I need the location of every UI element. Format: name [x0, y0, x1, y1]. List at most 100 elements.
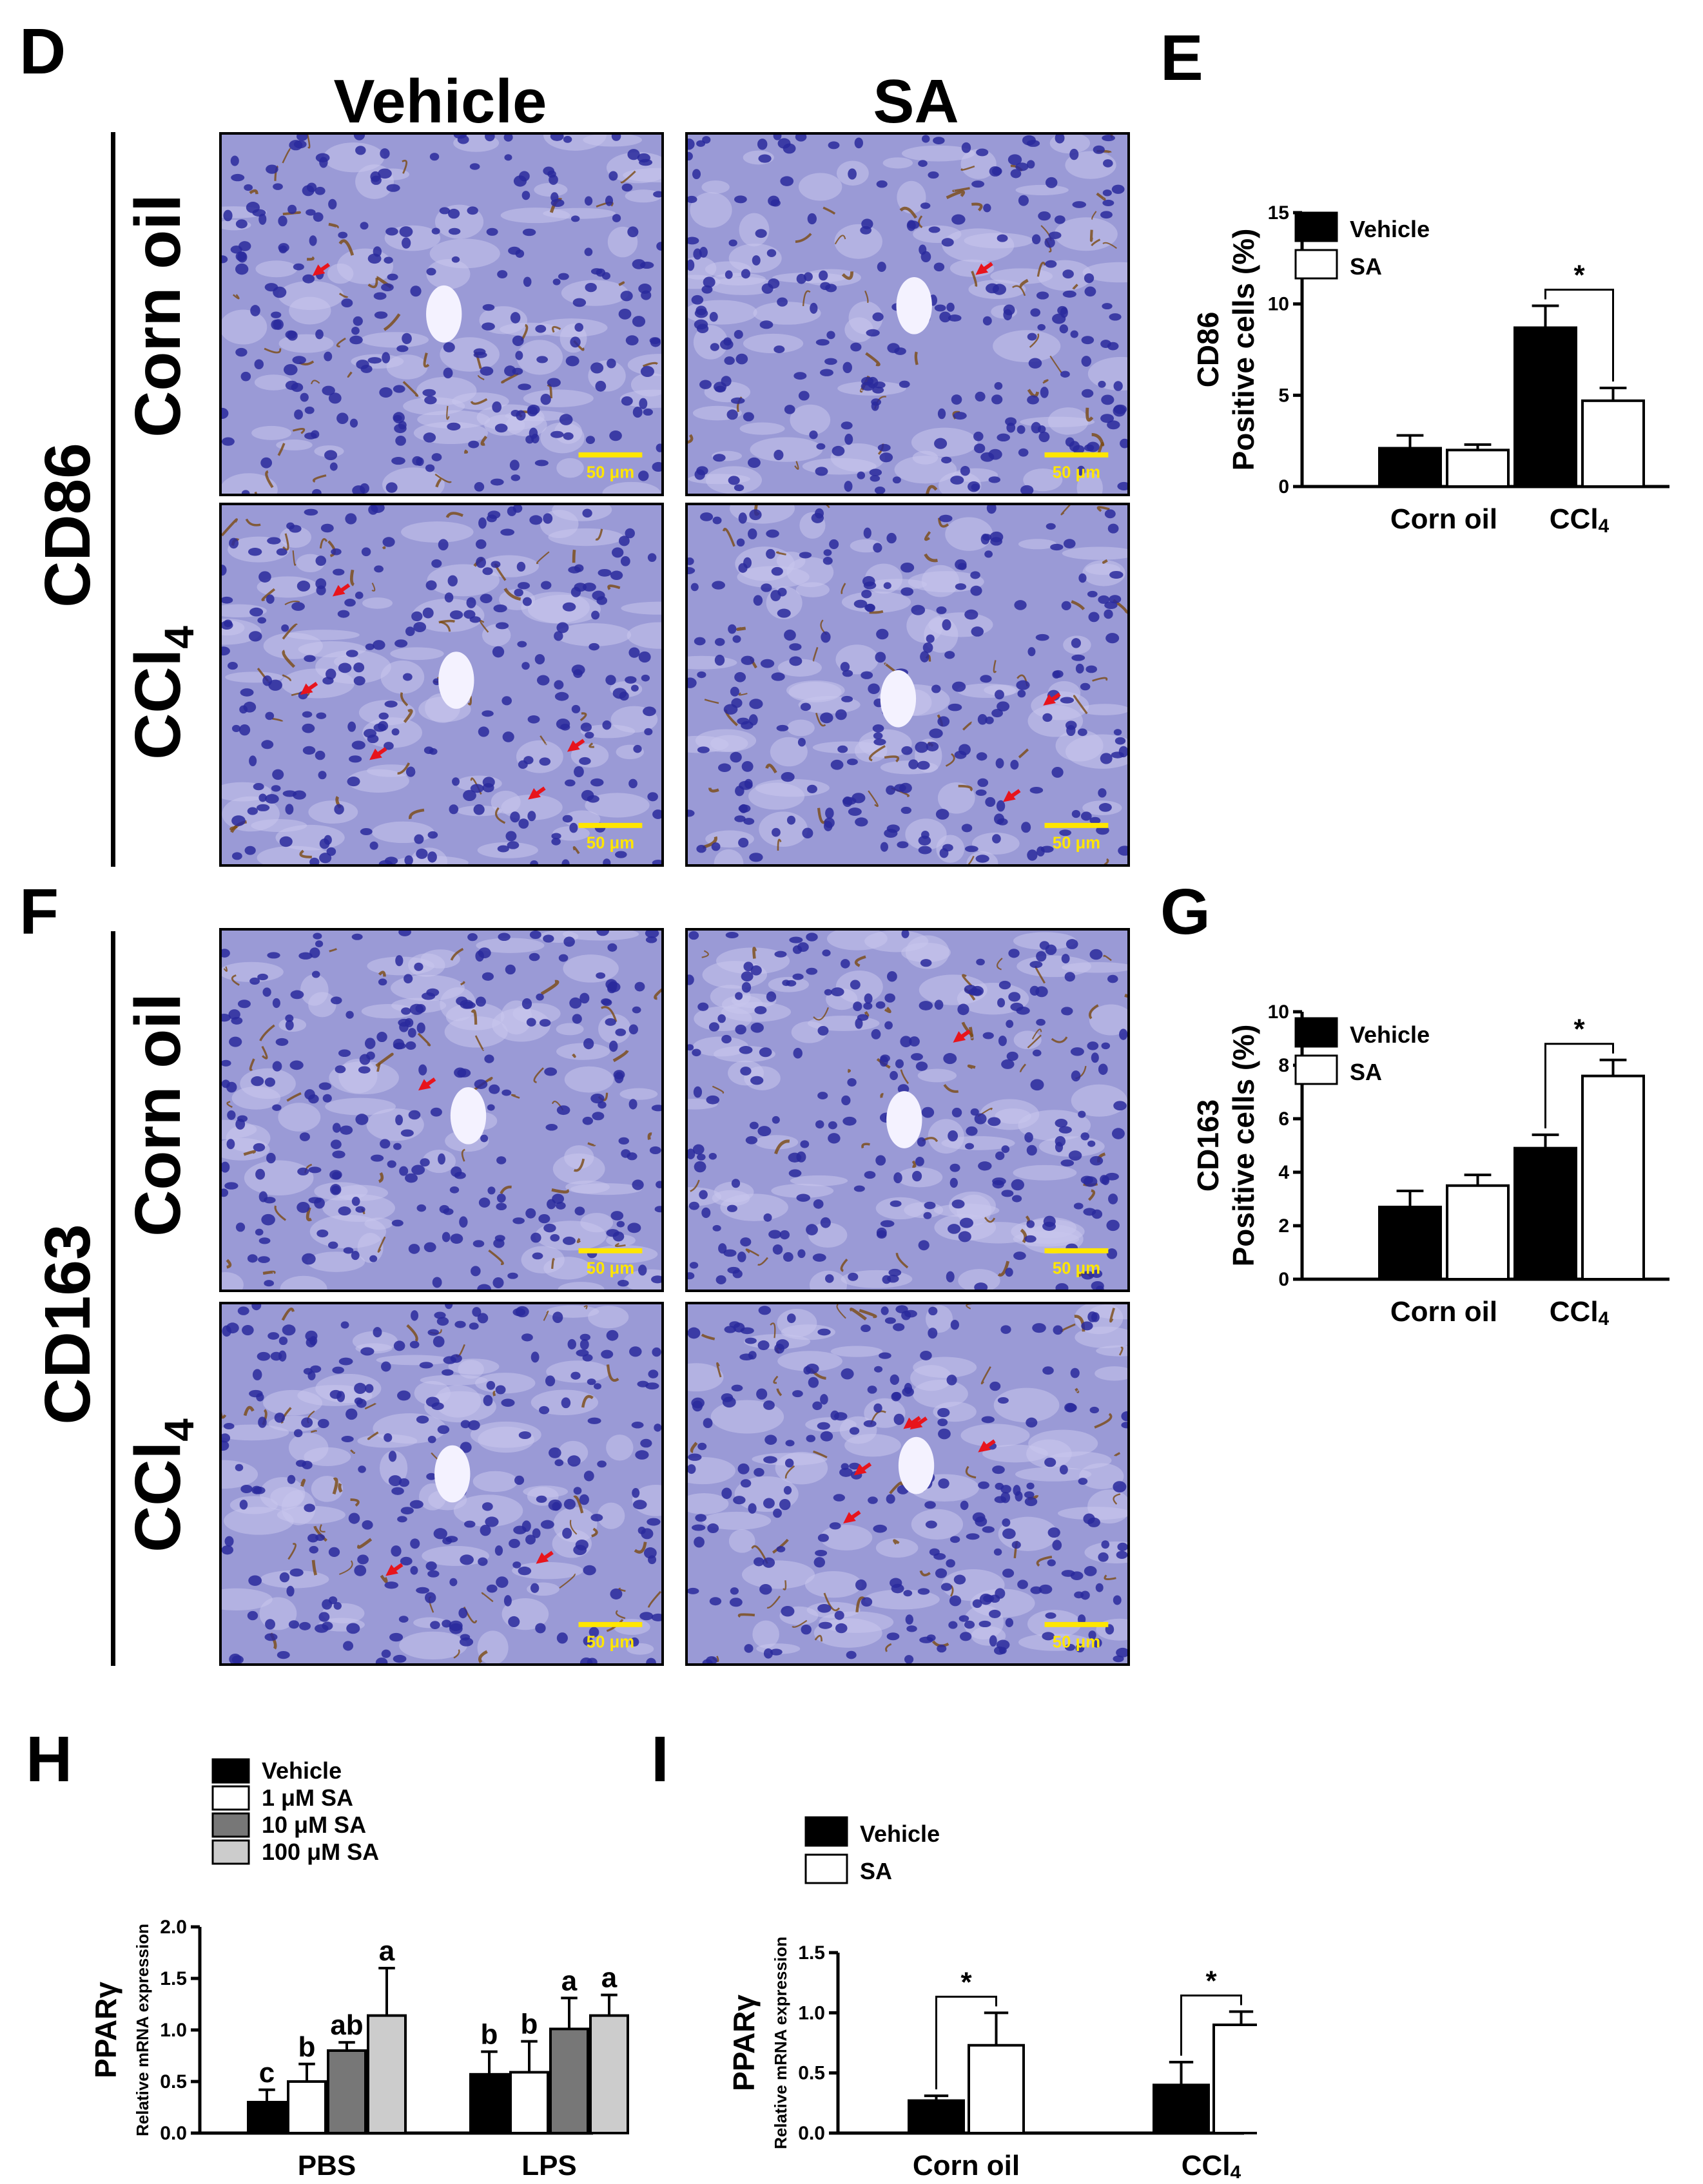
nucleus: [820, 712, 833, 724]
nucleus: [653, 191, 661, 198]
nucleus: [824, 1274, 834, 1283]
nucleus: [514, 1475, 525, 1485]
central-vein: [434, 1445, 471, 1503]
nucleus: [442, 1619, 452, 1628]
stain-streak: [338, 239, 355, 256]
arrow-head: [567, 740, 580, 752]
nucleus: [729, 1598, 743, 1607]
nucleus: [1104, 509, 1116, 519]
nucleus: [844, 481, 853, 492]
nucleus: [572, 1014, 582, 1024]
nucleus: [451, 1166, 462, 1177]
nucleus: [222, 646, 230, 656]
nucleus: [222, 596, 233, 604]
nucleus: [954, 751, 967, 759]
nucleus: [405, 766, 416, 777]
tissue-patch: [500, 208, 570, 224]
tissue-patch: [222, 1460, 258, 1489]
nucleus: [813, 1557, 826, 1568]
nucleus: [1057, 305, 1068, 315]
nucleus: [818, 1621, 833, 1629]
nucleus: [399, 226, 413, 237]
nucleus: [320, 523, 334, 533]
nucleus: [1027, 647, 1036, 657]
nucleus: [398, 1478, 410, 1487]
nucleus: [951, 214, 966, 225]
nucleus: [257, 973, 268, 981]
nucleus: [733, 1496, 746, 1505]
nucleus: [738, 804, 751, 813]
nucleus: [917, 1137, 926, 1147]
nucleus: [1071, 809, 1081, 818]
nucleus: [688, 1148, 696, 1159]
nucleus: [1117, 1542, 1127, 1551]
stain-streak: [738, 692, 748, 696]
stain-streak: [966, 1304, 972, 1309]
nucleus: [438, 539, 449, 551]
nucleus: [1048, 231, 1062, 240]
nucleus: [585, 731, 594, 739]
nucleus: [770, 199, 781, 207]
tissue-patch: [357, 1233, 384, 1263]
nucleus: [749, 853, 763, 862]
nucleus: [539, 1019, 551, 1027]
nucleus: [278, 215, 287, 227]
significance-letter: b: [298, 2031, 316, 2063]
nucleus: [1113, 1595, 1122, 1605]
nucleus: [267, 537, 281, 545]
tissue-patch: [1015, 184, 1069, 196]
nucleus: [473, 804, 485, 815]
nucleus: [997, 998, 1006, 1008]
tissue-patch: [251, 425, 292, 440]
nucleus: [324, 450, 338, 461]
stain-streak: [292, 427, 306, 434]
nucleus: [482, 1502, 493, 1511]
nucleus: [541, 581, 552, 590]
tissue-patch: [820, 1525, 873, 1551]
nucleus: [772, 1116, 780, 1124]
tissue-patch: [619, 1088, 658, 1100]
stain-streak: [1036, 262, 1046, 277]
nucleus: [239, 1500, 248, 1510]
nucleus: [712, 516, 722, 525]
nucleus: [362, 1520, 373, 1530]
stain-streak: [997, 1261, 1010, 1277]
nucleus: [1102, 135, 1115, 142]
stain-streak: [281, 1308, 295, 1321]
nucleus: [841, 421, 853, 430]
y-tick-label: 0: [1278, 476, 1289, 498]
tissue-patch: [558, 1440, 589, 1465]
nucleus: [1106, 1219, 1120, 1232]
nucleus: [861, 1597, 873, 1607]
tissue-patch: [701, 1511, 772, 1530]
nucleus: [387, 1160, 396, 1168]
nucleus: [861, 376, 874, 386]
nucleus: [884, 993, 895, 1003]
nucleus: [574, 564, 584, 572]
nucleus: [227, 1110, 236, 1120]
nucleus: [697, 746, 710, 753]
nucleus: [993, 1646, 1006, 1655]
nucleus: [254, 359, 264, 370]
tissue-patch: [546, 1360, 610, 1383]
stain-streak: [1019, 1063, 1027, 1073]
nucleus: [395, 436, 406, 446]
nucleus: [923, 1212, 932, 1219]
nucleus: [1000, 1325, 1011, 1334]
nucleus: [768, 1230, 782, 1239]
category-label: PBS: [298, 2150, 356, 2178]
nucleus: [960, 1632, 972, 1641]
nucleus: [815, 1120, 824, 1129]
legend-swatch: [211, 1785, 250, 1811]
nucleus: [829, 539, 839, 550]
nucleus: [792, 1390, 803, 1398]
nucleus: [906, 1625, 917, 1632]
nucleus: [1042, 1632, 1055, 1641]
nucleus: [988, 449, 1002, 460]
nucleus: [873, 732, 883, 740]
nucleus: [721, 1393, 734, 1402]
nucleus: [278, 243, 289, 253]
stain-streak: [249, 189, 258, 195]
nucleus: [997, 433, 1011, 442]
tissue-patch: [894, 456, 957, 484]
